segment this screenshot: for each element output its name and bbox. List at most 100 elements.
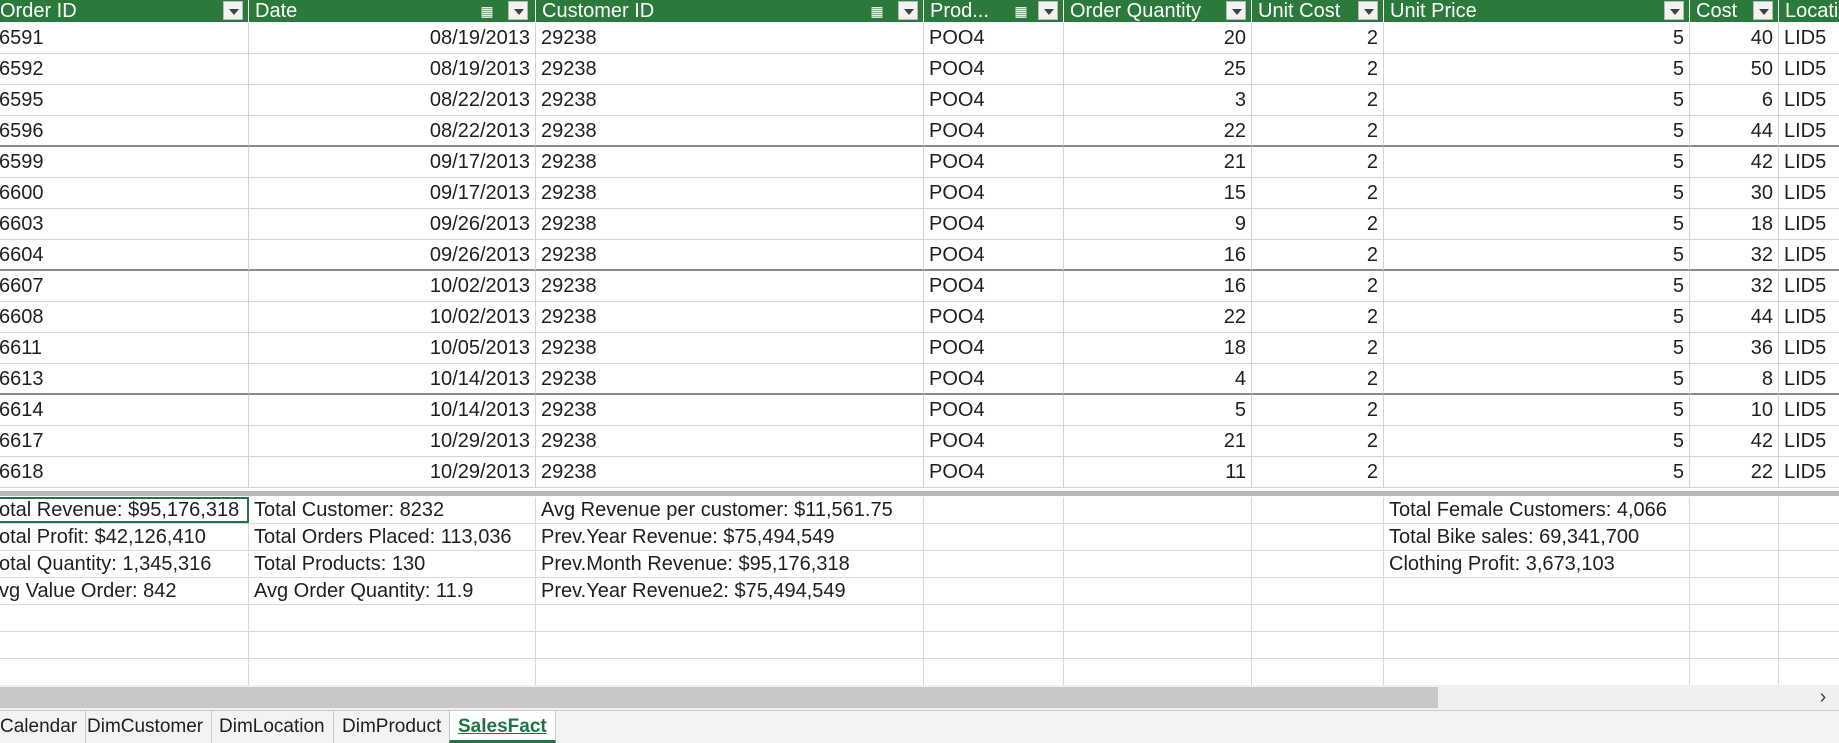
unit-cost-cell[interactable]: 2	[1252, 240, 1384, 270]
measure-cell[interactable]	[1779, 551, 1839, 577]
order-id-cell[interactable]: 6603	[0, 209, 249, 239]
measure-cell[interactable]	[1252, 659, 1384, 685]
measure-cell[interactable]	[1252, 551, 1384, 577]
order-quantity-cell[interactable]: 21	[1064, 426, 1252, 456]
measure-cell[interactable]	[924, 605, 1064, 631]
order-quantity-cell[interactable]: 16	[1064, 271, 1252, 301]
measure-cell[interactable]	[924, 578, 1064, 604]
product-cell[interactable]: POO4	[924, 85, 1064, 115]
order-quantity-cell[interactable]: 22	[1064, 302, 1252, 332]
measure-cell[interactable]	[1690, 497, 1779, 523]
date-cell[interactable]: 10/05/2013	[249, 333, 536, 363]
customer-id-cell[interactable]: 29238	[536, 302, 924, 332]
unit-price-cell[interactable]: 5	[1384, 364, 1690, 394]
unit-price-cell[interactable]: 5	[1384, 54, 1690, 84]
location-cell[interactable]: LID5	[1784, 89, 1827, 111]
customer-id-cell[interactable]: 29238	[536, 178, 924, 208]
measure-cell[interactable]	[536, 605, 924, 631]
cost-cell[interactable]: 32	[1690, 240, 1779, 270]
date-cell[interactable]: 10/02/2013	[249, 302, 536, 332]
measure-cell[interactable]	[249, 632, 536, 658]
measure-cell[interactable]	[1779, 605, 1839, 631]
location-cell[interactable]: LID5	[1784, 275, 1827, 297]
location-cell[interactable]: LID5	[1784, 430, 1827, 452]
date-cell[interactable]: 10/14/2013	[249, 364, 536, 394]
order-id-cell[interactable]: 6592	[0, 54, 249, 84]
unit-cost-cell[interactable]: 2	[1252, 302, 1384, 332]
date-cell[interactable]: 10/29/2013	[249, 457, 536, 487]
measure-cell[interactable]: Total Orders Placed: 113,036	[249, 524, 536, 550]
measure-cell[interactable]	[0, 605, 249, 631]
cost-cell[interactable]: 50	[1690, 54, 1779, 84]
unit-cost-cell[interactable]: 2	[1252, 116, 1384, 146]
cost-cell[interactable]: 18	[1690, 209, 1779, 239]
measure-cell[interactable]	[1064, 659, 1252, 685]
customer-id-cell[interactable]: 29238	[536, 85, 924, 115]
measure-cell[interactable]	[1690, 551, 1779, 577]
unit-price-cell[interactable]: 5	[1384, 395, 1690, 425]
location-cell[interactable]: LID5	[1784, 306, 1827, 328]
customer-id-cell[interactable]: 29238	[536, 116, 924, 146]
customer-id-cell[interactable]: 29238	[536, 209, 924, 239]
customer-id-cell[interactable]: 29238	[536, 395, 924, 425]
header-customer-id[interactable]: Customer ID ▦	[536, 0, 924, 22]
order-quantity-cell[interactable]: 22	[1064, 116, 1252, 146]
chevron-down-icon[interactable]	[1753, 1, 1773, 20]
order-id-cell[interactable]: 6614	[0, 395, 249, 425]
product-cell[interactable]: POO4	[924, 395, 1064, 425]
header-cost[interactable]: Cost	[1690, 0, 1779, 22]
order-id-cell[interactable]: 6600	[0, 178, 249, 208]
measure-cell[interactable]	[1064, 605, 1252, 631]
chevron-right-icon[interactable]: ›	[1819, 686, 1827, 708]
measure-cell[interactable]: Avg Revenue per customer: $11,561.75	[536, 497, 924, 523]
horizontal-scrollbar[interactable]: ›	[0, 685, 1839, 710]
header-unit-cost[interactable]: Unit Cost	[1252, 0, 1384, 22]
unit-price-cell[interactable]: 5	[1384, 240, 1690, 270]
order-id-cell[interactable]: 6613	[0, 364, 249, 394]
location-cell[interactable]: LID5	[1784, 461, 1827, 483]
tab-salesfact[interactable]: SalesFact	[449, 711, 556, 743]
cost-cell[interactable]: 44	[1690, 302, 1779, 332]
chevron-down-icon[interactable]	[1226, 1, 1246, 20]
unit-price-cell[interactable]: 5	[1384, 426, 1690, 456]
unit-price-cell[interactable]: 5	[1384, 209, 1690, 239]
order-id-cell[interactable]: 6596	[0, 116, 249, 146]
header-location[interactable]: Locati	[1779, 0, 1839, 22]
unit-price-cell[interactable]: 5	[1384, 147, 1690, 177]
date-cell[interactable]: 08/22/2013	[249, 116, 536, 146]
order-id-cell[interactable]: 6599	[0, 147, 249, 177]
order-quantity-cell[interactable]: 11	[1064, 457, 1252, 487]
order-quantity-cell[interactable]: 4	[1064, 364, 1252, 394]
date-cell[interactable]: 08/19/2013	[249, 54, 536, 84]
measure-cell[interactable]: otal Revenue: $95,176,318	[0, 497, 249, 523]
measure-cell[interactable]: Prev.Month Revenue: $95,176,318	[536, 551, 924, 577]
tab-dimlocation[interactable]: DimLocation	[211, 711, 334, 743]
slicer-icon[interactable]: ▦	[1014, 3, 1028, 19]
measure-cell[interactable]	[1690, 659, 1779, 685]
unit-price-cell[interactable]: 5	[1384, 302, 1690, 332]
unit-price-cell[interactable]: 5	[1384, 116, 1690, 146]
customer-id-cell[interactable]: 29238	[536, 457, 924, 487]
product-cell[interactable]: POO4	[924, 209, 1064, 239]
cost-cell[interactable]: 36	[1690, 333, 1779, 363]
measure-cell[interactable]: Prev.Year Revenue2: $75,494,549	[536, 578, 924, 604]
unit-cost-cell[interactable]: 2	[1252, 395, 1384, 425]
cost-cell[interactable]: 22	[1690, 457, 1779, 487]
measure-cell[interactable]	[924, 659, 1064, 685]
product-cell[interactable]: POO4	[924, 457, 1064, 487]
measure-cell[interactable]: otal Profit: $42,126,410	[0, 524, 249, 550]
measure-cell[interactable]	[1779, 497, 1839, 523]
location-cell[interactable]: LID5	[1784, 213, 1827, 235]
unit-cost-cell[interactable]: 2	[1252, 333, 1384, 363]
unit-price-cell[interactable]: 5	[1384, 333, 1690, 363]
measure-cell[interactable]	[1690, 578, 1779, 604]
chevron-down-icon[interactable]	[1664, 1, 1684, 20]
cost-cell[interactable]: 6	[1690, 85, 1779, 115]
unit-cost-cell[interactable]: 2	[1252, 178, 1384, 208]
date-cell[interactable]: 08/19/2013	[249, 23, 536, 53]
unit-cost-cell[interactable]: 2	[1252, 23, 1384, 53]
chevron-down-icon[interactable]	[1038, 1, 1058, 20]
cost-cell[interactable]: 42	[1690, 426, 1779, 456]
customer-id-cell[interactable]: 29238	[536, 147, 924, 177]
chevron-down-icon[interactable]	[1358, 1, 1378, 20]
